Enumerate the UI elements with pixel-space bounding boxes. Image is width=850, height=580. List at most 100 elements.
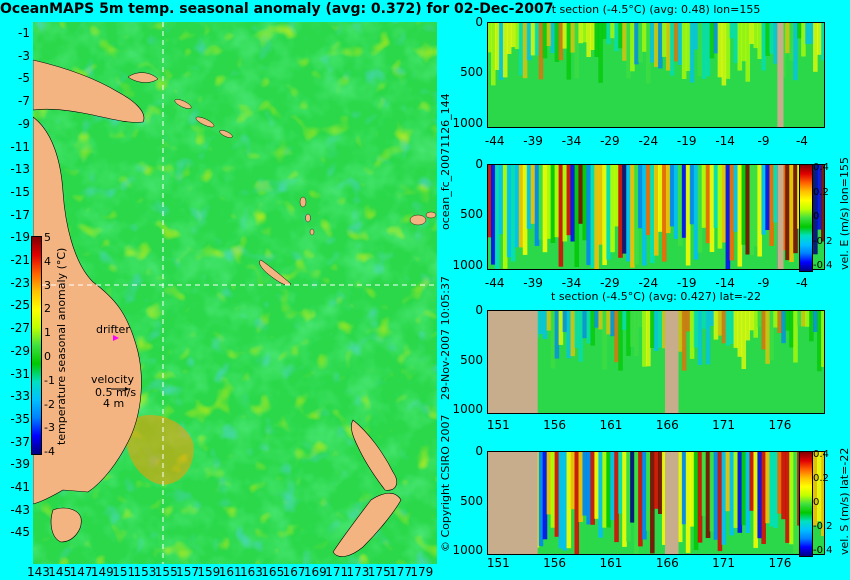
map-x-tick: 155 (154, 565, 178, 579)
map-x-tick: 145 (48, 565, 72, 579)
section-x-tick: -9 (757, 134, 770, 148)
section-frame (487, 451, 825, 555)
nz-south-island (332, 492, 402, 557)
colorbar-label: temperature seasonal anomaly (°C) (55, 247, 68, 445)
section-cell (586, 310, 591, 344)
section-cell (622, 451, 627, 547)
section-cell (610, 22, 615, 39)
section-cell (530, 164, 536, 224)
section-cell (801, 22, 806, 57)
section-cell (510, 22, 516, 48)
velocity-colorbar-tick: -0.2 (813, 521, 833, 532)
section-cell (526, 164, 532, 229)
section-cell (582, 310, 588, 339)
section-cell (598, 451, 603, 538)
section-cell (606, 164, 611, 260)
map-x-tick: 165 (261, 565, 285, 579)
section-cell (574, 22, 580, 79)
velocity-colorbar-tick: 0.2 (813, 186, 829, 198)
velocity-colorbar-tick: 0 (813, 211, 820, 222)
section-cell (654, 22, 659, 67)
section-cell (498, 164, 504, 235)
section-cell (657, 22, 663, 69)
section-cell (689, 164, 695, 225)
section-cell (685, 164, 691, 266)
map-x-tick: 169 (303, 565, 327, 579)
section-cell (642, 22, 647, 52)
section-cell (638, 310, 643, 328)
section-cell (733, 22, 739, 64)
section-cell (554, 22, 560, 62)
section-land (487, 451, 538, 555)
section-cell (558, 310, 564, 345)
section-cell (657, 310, 663, 348)
section-cell (729, 451, 735, 536)
section-cell (506, 22, 512, 54)
section-cell (713, 451, 719, 540)
section-cell (586, 22, 591, 57)
section-cell (677, 451, 683, 543)
section-cell (745, 310, 751, 341)
map-y-tick: -7 (18, 94, 30, 109)
section-cell (610, 451, 615, 521)
section-cell (689, 451, 695, 527)
section-cell (606, 451, 611, 528)
section-cell (538, 451, 544, 547)
section-cell (566, 164, 572, 236)
section-cell (701, 22, 707, 79)
section-cell (598, 164, 603, 245)
section-cell (685, 310, 691, 332)
section-cell (753, 451, 758, 548)
section-cell (654, 164, 659, 256)
section-cell (494, 164, 500, 270)
section-x-tick: -39 (523, 276, 543, 290)
map-y-tick: -19 (10, 230, 30, 245)
drifter-marker (113, 335, 119, 341)
section-cell (518, 22, 524, 76)
section-cell (602, 451, 607, 528)
map-x-tick: 143 (27, 565, 50, 579)
section-cell (630, 22, 635, 72)
section-cell (578, 22, 584, 44)
map-y-tick: -23 (10, 275, 30, 290)
section-cell (634, 310, 639, 356)
section-cell (717, 451, 723, 552)
section-cell (570, 451, 576, 510)
section-cell (729, 164, 735, 261)
section-cell (502, 164, 508, 269)
section-cell (665, 22, 671, 71)
section-cell (574, 451, 580, 555)
map-y-tick: -5 (18, 71, 30, 86)
section-x-tick: 176 (768, 418, 792, 432)
fiji-islands (409, 211, 437, 226)
section-x-tick: -24 (638, 276, 659, 290)
section-cell (741, 22, 747, 62)
section-cell (534, 22, 540, 56)
section-cell (737, 310, 743, 357)
section-cell (797, 22, 802, 39)
map-x-tick: 153 (133, 565, 157, 579)
section-cell (757, 22, 762, 59)
section-cell (785, 451, 790, 543)
section-x-tick: -24 (638, 134, 659, 148)
section-cell (614, 310, 619, 363)
section-cell (594, 451, 599, 519)
section-cell (630, 310, 635, 347)
section-x-tick: 171 (712, 556, 736, 570)
section-cell (630, 164, 635, 268)
map-x-tick: 151 (112, 565, 136, 579)
section-cell (689, 22, 695, 83)
section-cell (590, 22, 595, 50)
section-cell (697, 164, 703, 253)
colorbar-tick: -4 (44, 445, 55, 459)
section-cell (817, 451, 822, 522)
section-title: t section (-4.5°C) (avg: 0.427) lat=-22 (551, 290, 761, 303)
section-cell (753, 164, 758, 247)
section-cell (614, 451, 619, 543)
section-cell (494, 22, 500, 70)
section-cell (538, 310, 544, 335)
section-x-tick: -9 (757, 276, 770, 290)
colorbar-tick: 2 (44, 302, 51, 316)
section-cell (765, 451, 770, 524)
section-land (487, 310, 538, 414)
